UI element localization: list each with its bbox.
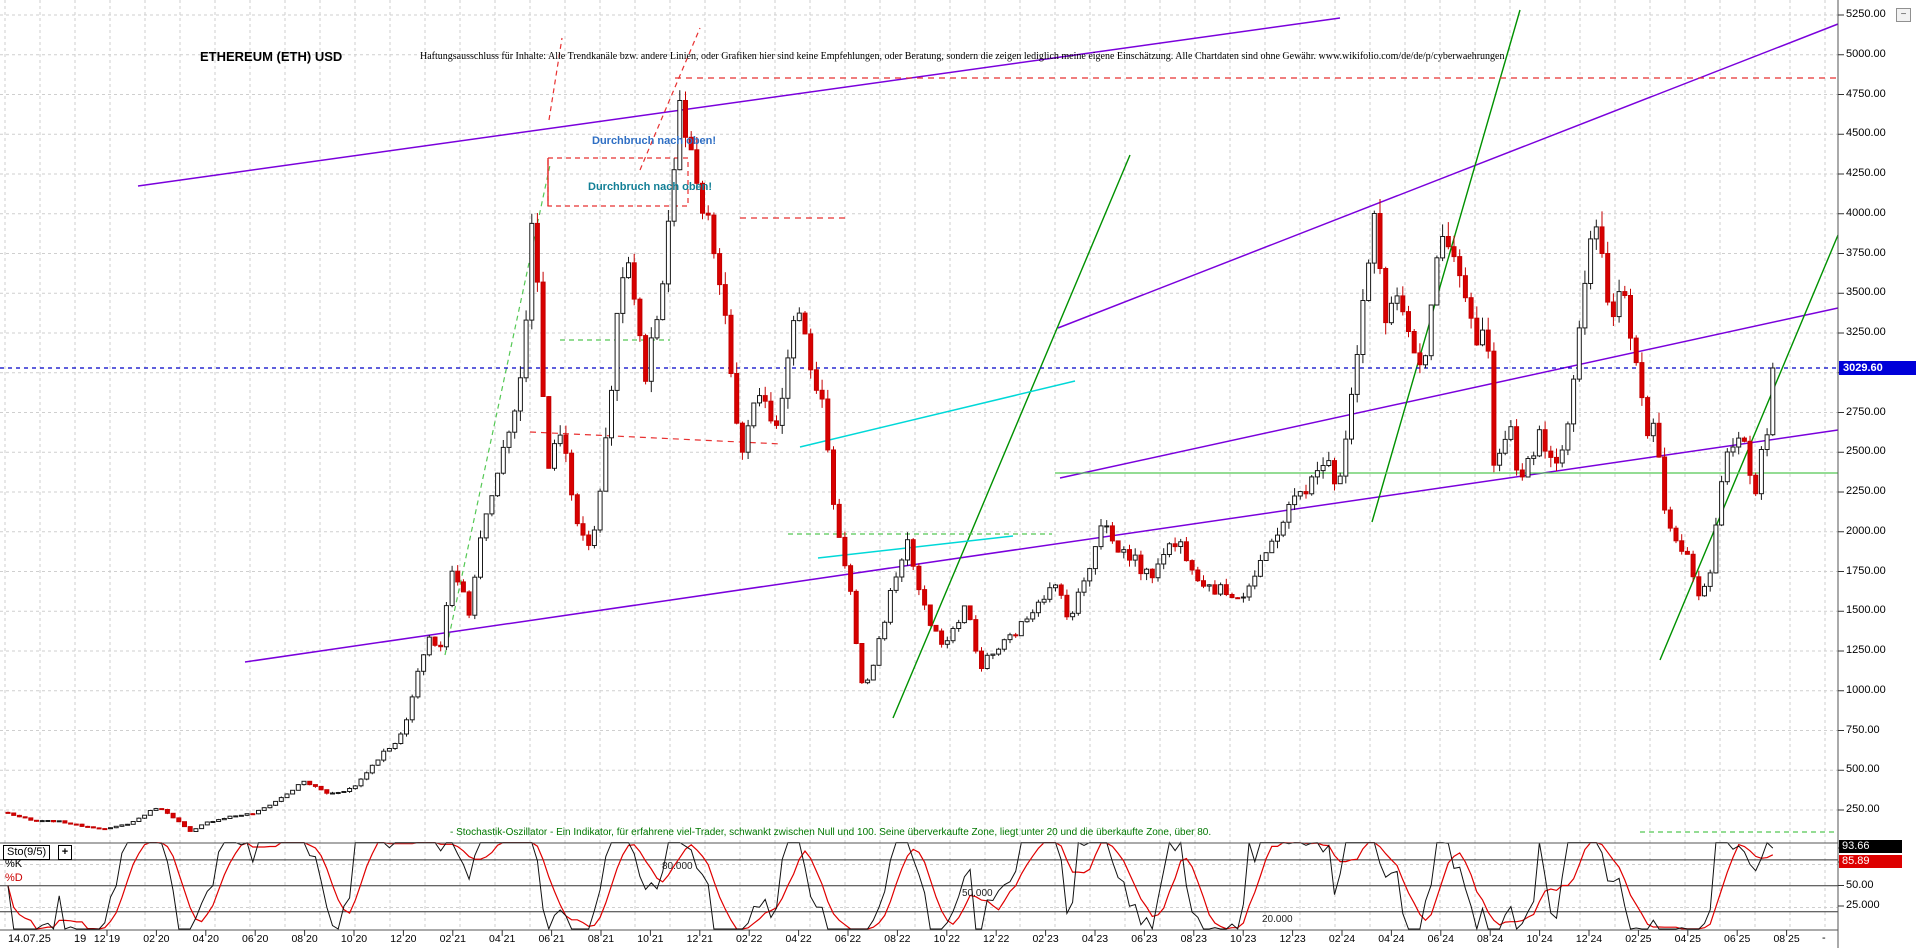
- date-tick-label: 04 24: [1378, 933, 1405, 945]
- date-tick-label: 02 21: [439, 933, 466, 945]
- date-tick-label: 08 22: [884, 933, 911, 945]
- date-tick-label: 04 21: [489, 933, 516, 945]
- date-tick-label: 06 25: [1724, 933, 1751, 945]
- current-price-badge: 3029.60: [1839, 361, 1916, 375]
- page-title: ETHEREUM (ETH) USD: [200, 49, 343, 64]
- date-tick-label: 04 25: [1674, 933, 1701, 945]
- price-tick-label: 2750.00: [1846, 405, 1886, 418]
- date-tick-label: 08 25: [1773, 933, 1800, 945]
- date-tick-label: 02 20: [143, 933, 170, 945]
- date-tick-label: 06 24: [1427, 933, 1454, 945]
- price-tick-label: 3250.00: [1846, 326, 1886, 338]
- price-tick-label: 1000.00: [1846, 683, 1886, 696]
- disclaimer-text: Haftungsausschluss für Inhalte: Alle Tre…: [420, 51, 1505, 62]
- date-tick-label: 12 19: [93, 933, 121, 945]
- price-tick-label: 2250.00: [1846, 485, 1886, 497]
- price-tick-label: 4750.00: [1846, 87, 1886, 100]
- date-tick-label: 04 22: [785, 933, 812, 945]
- date-tick-label: 12 24: [1575, 933, 1603, 945]
- date-tick-label: 06 20: [242, 933, 269, 945]
- date-tick-label: 02 24: [1328, 933, 1356, 945]
- price-tick-label: 250.00: [1846, 803, 1880, 815]
- date-tick-label: 10 22: [933, 933, 960, 945]
- date-axis-end-dash: -: [1822, 932, 1826, 944]
- date-tick-label: 08 20: [291, 933, 318, 945]
- breakout-annotation-1: Durchbruch nach oben!: [592, 135, 717, 147]
- add-indicator-button[interactable]: +: [58, 845, 72, 860]
- price-tick-label: 3750.00: [1846, 246, 1886, 259]
- price-tick-label: 4500.00: [1846, 127, 1886, 140]
- price-tick-label: 750.00: [1846, 723, 1880, 736]
- date-tick-label: 12 22: [983, 933, 1010, 945]
- date-tick-label: 04 23: [1081, 933, 1109, 945]
- price-tick-label: 5250.00: [1846, 8, 1886, 20]
- stoch-level-50-label: 50.000: [962, 888, 993, 899]
- date-tick-label: 10 20: [340, 933, 368, 945]
- date-tick-label: 02 22: [736, 933, 763, 945]
- date-tick-label: 06 22: [834, 933, 862, 945]
- price-tick-label: 5000.00: [1846, 47, 1886, 60]
- stoch-axis-50: 50.00: [1846, 879, 1874, 891]
- date-tick-label: 06 23: [1131, 933, 1158, 945]
- date-tick-label: 12 21: [686, 933, 713, 945]
- stochastic-description: - Stochastik-Oszillator - Ein Indikator,…: [450, 827, 1212, 838]
- stoch-k-value-badge: 93.66: [1839, 840, 1902, 853]
- price-tick-label: 2000.00: [1846, 524, 1886, 537]
- cyan-channel-a: [799, 380, 1076, 448]
- current-date-label: 14.07.25: [8, 933, 51, 945]
- breakout-annotation-2: Durchbruch nach oben!: [588, 181, 713, 193]
- stoch-level-20-label: 20.000: [1262, 914, 1293, 925]
- date-tick-label: 10 23: [1230, 933, 1257, 945]
- stoch-axis-25: 25.000: [1846, 899, 1880, 911]
- price-tick-label: 1250.00: [1846, 644, 1886, 656]
- date-tick-label: 08 24: [1477, 933, 1504, 945]
- date-tick-label: 02 23: [1032, 933, 1059, 945]
- stochastic-indicator-button[interactable]: Sto(9/5): [3, 845, 51, 860]
- stoch-d-value-badge: 85.89: [1839, 855, 1902, 868]
- red-diag-peak: [639, 27, 701, 171]
- percent-d-legend: %D: [5, 872, 23, 884]
- date-label-19: 19: [74, 933, 87, 945]
- price-tick-label: 2500.00: [1846, 445, 1886, 458]
- green-steep-right: [1371, 9, 1521, 523]
- date-tick-label: 04 20: [192, 933, 219, 945]
- collapse-axis-button[interactable]: −: [1896, 8, 1911, 22]
- green-steep-2023: [892, 154, 1131, 719]
- price-tick-label: 1500.00: [1846, 604, 1886, 617]
- price-tick-label: 1750.00: [1846, 564, 1886, 577]
- violet-right-rising: [1057, 23, 1839, 329]
- price-tick-label: 500.00: [1846, 763, 1880, 776]
- price-tick-label: 4000.00: [1846, 206, 1886, 219]
- percent-k-legend: %K: [5, 858, 23, 870]
- date-tick-label: 02 25: [1625, 933, 1652, 945]
- date-tick-label: 06 21: [538, 933, 565, 945]
- date-tick-label: 12 23: [1279, 933, 1306, 945]
- violet-upper-channel: [137, 17, 1341, 187]
- date-tick-label: 08 21: [587, 933, 615, 945]
- date-tick-label: 10 24: [1526, 933, 1553, 945]
- date-tick-label: 12 20: [390, 933, 417, 945]
- violet-long-support: [244, 429, 1839, 663]
- price-tick-label: 3500.00: [1846, 286, 1886, 299]
- red-diag-small: [548, 37, 563, 121]
- date-tick-label: 08 23: [1180, 933, 1207, 945]
- violet-mid-support: [1059, 307, 1839, 479]
- date-tick-label: 10 21: [637, 933, 664, 945]
- stoch-level-80-label: 80.000: [662, 861, 693, 872]
- price-tick-label: 4250.00: [1846, 167, 1886, 179]
